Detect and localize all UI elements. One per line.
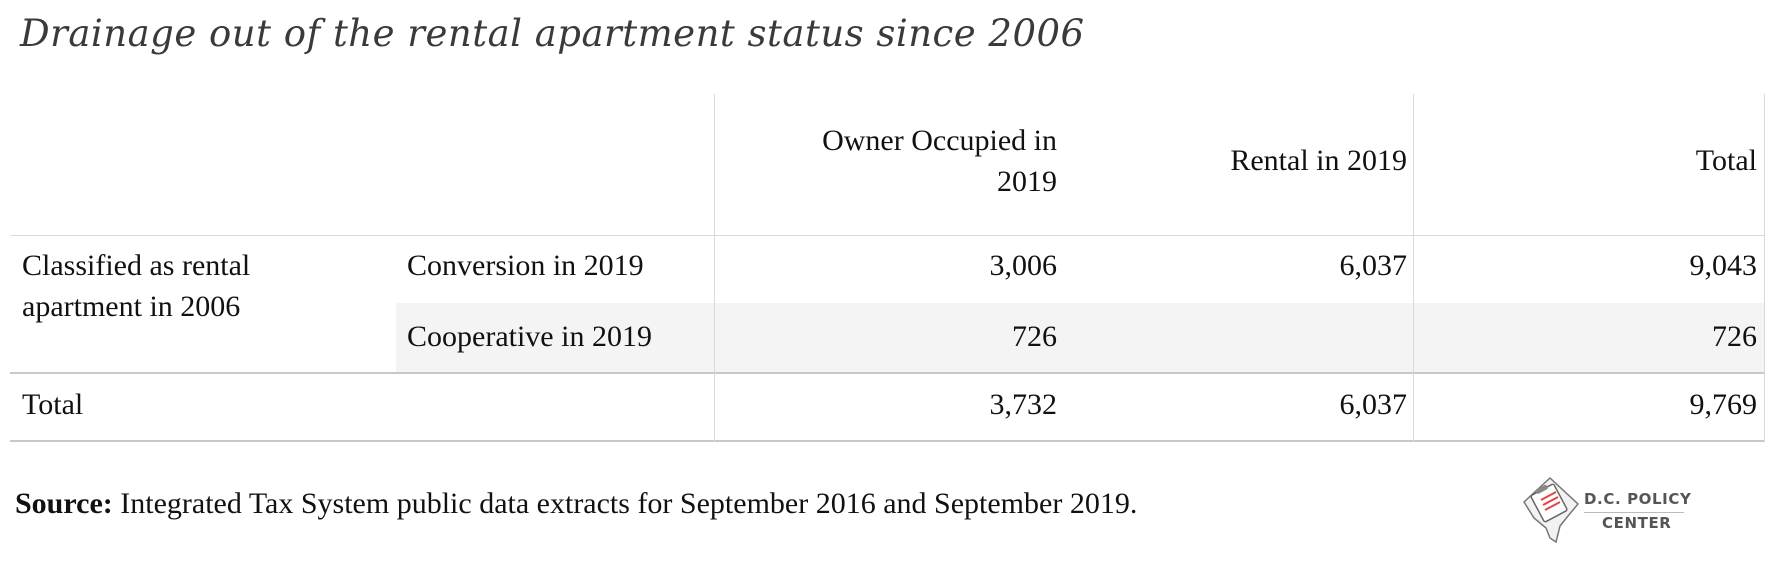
data-table: Owner Occupied in 2019 Rental in 2019 To… <box>10 94 1765 442</box>
group-label: Classified as rental apartment in 2006 <box>22 245 392 327</box>
source-note: Source: Integrated Tax System public dat… <box>15 487 1137 521</box>
row-shade <box>396 303 1765 372</box>
logo-line1: D.C. POLICY <box>1584 490 1692 508</box>
header-total: Total <box>1695 144 1757 177</box>
column-divider-1 <box>714 94 715 442</box>
cell-cooperative-total: 726 <box>1712 320 1757 353</box>
cell-conversion-rental: 6,037 <box>1339 249 1408 282</box>
logo-divider <box>1584 512 1684 513</box>
group-bottom-rule <box>10 372 1765 374</box>
header-owner-line1: Owner Occupied in <box>822 124 1057 157</box>
dc-map-clipboard-icon <box>1523 476 1580 544</box>
cell-conversion-total: 9,043 <box>1689 249 1758 282</box>
header-rental: Rental in 2019 <box>1230 144 1407 177</box>
row-label-cooperative: Cooperative in 2019 <box>407 320 652 353</box>
total-row-label: Total <box>22 388 84 421</box>
total-rental: 6,037 <box>1339 388 1408 421</box>
header-rule <box>10 235 1765 236</box>
cell-conversion-owner: 3,006 <box>989 249 1058 282</box>
header-owner-occupied: Owner Occupied in 2019 <box>714 120 1057 202</box>
dc-policy-center-logo: D.C. POLICY CENTER <box>1520 476 1692 546</box>
header-owner-line2: 2019 <box>997 165 1057 198</box>
column-divider-2 <box>1413 94 1414 442</box>
source-label: Source: <box>15 487 113 520</box>
chart-title: Drainage out of the rental apartment sta… <box>20 12 1085 55</box>
table-bottom-rule <box>10 440 1765 442</box>
total-owner: 3,732 <box>989 388 1058 421</box>
group-label-line1: Classified as rental <box>22 249 251 282</box>
cell-cooperative-owner: 726 <box>1012 320 1057 353</box>
column-divider-3 <box>1764 94 1765 442</box>
group-label-line2: apartment in 2006 <box>22 290 241 323</box>
total-total: 9,769 <box>1689 388 1758 421</box>
source-text: Integrated Tax System public data extrac… <box>112 487 1138 520</box>
row-label-conversion: Conversion in 2019 <box>407 249 644 282</box>
logo-line2: CENTER <box>1602 514 1672 532</box>
